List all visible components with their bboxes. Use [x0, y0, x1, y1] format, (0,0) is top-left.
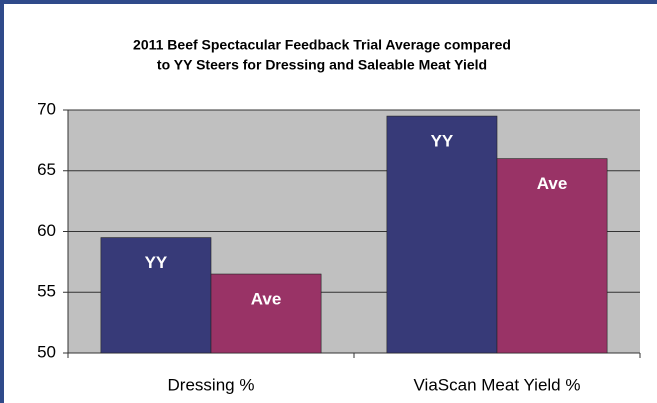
- bar-label: Ave: [537, 174, 568, 193]
- bar-label: Ave: [251, 290, 282, 309]
- bar: [210, 273, 322, 354]
- frame-left: [0, 0, 4, 403]
- x-tick-label: Dressing %: [168, 375, 255, 394]
- y-tick-label: 65: [37, 160, 56, 179]
- y-tick-label: 50: [37, 342, 56, 361]
- bar: [496, 158, 608, 354]
- bar: [386, 115, 498, 354]
- bar-label: YY: [145, 253, 168, 272]
- chart-title: to YY Steers for Dressing and Saleable M…: [157, 57, 487, 73]
- y-tick-label: 55: [37, 282, 56, 301]
- frame-top: [0, 0, 657, 4]
- bar: [100, 237, 212, 354]
- y-tick-label: 70: [37, 99, 56, 118]
- x-tick-label: ViaScan Meat Yield %: [414, 375, 581, 394]
- bar-label: YY: [431, 132, 454, 151]
- chart-title: 2011 Beef Spectacular Feedback Trial Ave…: [133, 37, 511, 53]
- y-tick-label: 60: [37, 221, 56, 240]
